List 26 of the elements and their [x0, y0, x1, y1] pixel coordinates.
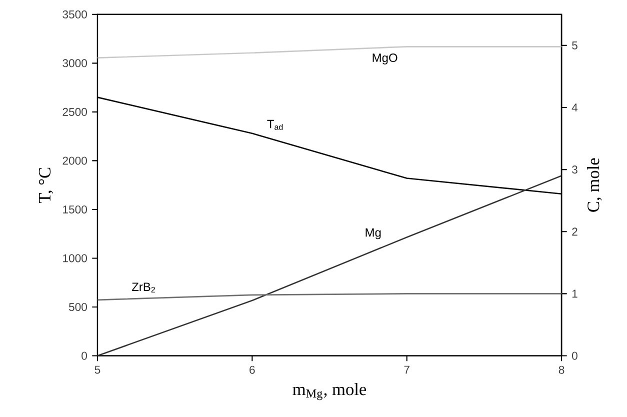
y-tick-label: 2500: [62, 108, 87, 116]
series-label: Mg: [366, 228, 381, 240]
series-label: ZrB$_{2}$: [132, 282, 155, 292]
x-axis-title: m$_{Mg}$, mole: [292, 382, 366, 400]
y2-tick-label: 4: [572, 104, 578, 112]
y2-tick-label: 2: [572, 228, 578, 236]
line-series: [97, 175, 562, 356]
x-tick-label: 5: [94, 366, 100, 374]
y-tick-label: 2000: [62, 156, 87, 165]
series-label: MgO: [372, 54, 398, 64]
y-tick-label: 1500: [63, 205, 87, 214]
y2-axis-title: C, mole: [587, 158, 602, 212]
series-label: T$_{ad}$: [267, 120, 283, 130]
y2-tick-label: 0: [572, 352, 578, 360]
y2-tick-label: 1: [572, 290, 578, 298]
x-tick-label: 7: [404, 366, 410, 374]
y-tick-label: 3000: [62, 59, 87, 68]
y2-tick-label: 5: [572, 41, 578, 50]
y-tick-label: 1000: [63, 254, 87, 262]
y-tick-label: 0: [82, 352, 87, 360]
y-tick-label: 3500: [62, 10, 87, 18]
y-axis-title: T, °C: [38, 168, 54, 203]
x-tick-label: 8: [558, 366, 564, 374]
y-tick-label: 500: [68, 302, 87, 311]
y2-tick-label: 3: [572, 166, 578, 174]
x-tick-label: 6: [250, 366, 255, 374]
